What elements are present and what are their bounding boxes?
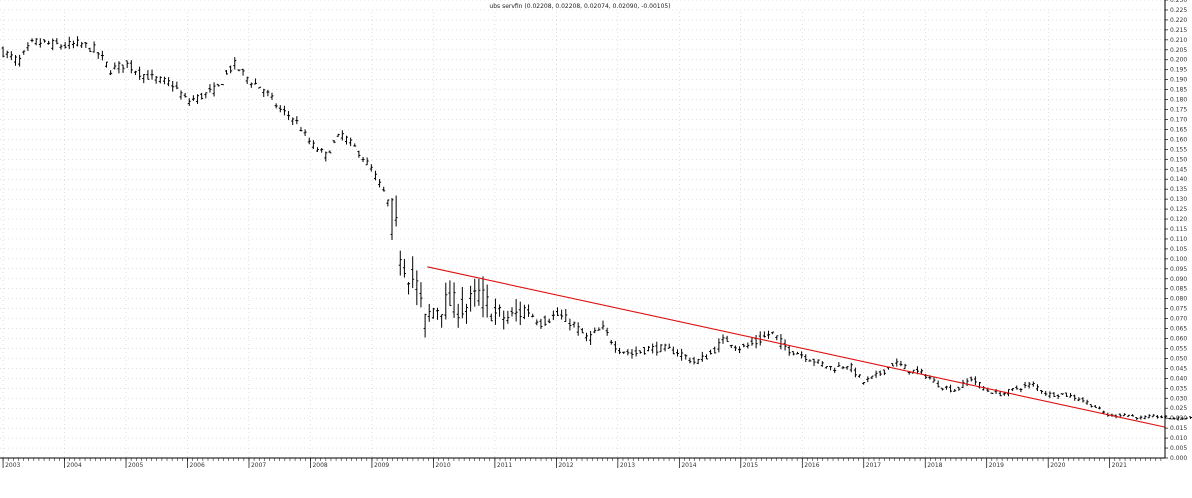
x-tick-label: 2021 (1112, 462, 1127, 469)
x-tick-label: 2006 (190, 462, 205, 469)
y-tick-label: 0.155 (1170, 146, 1187, 153)
y-axis: 0.000 0.005 0.010 0.015 0.020 0.025 0.030 0.035… (1164, 0, 1187, 462)
y-tick-label: 0.125 (1170, 206, 1187, 213)
y-tick-label: 0.000 (1170, 455, 1187, 462)
y-tick-label: 0.145 (1170, 166, 1187, 173)
y-tick-label: 0.195 (1170, 67, 1187, 74)
y-tick-label: 0.230 (1170, 0, 1187, 4)
x-tick-label: 2015 (743, 462, 758, 469)
y-tick-label: 0.005 (1170, 445, 1187, 452)
y-tick-label: 0.055 (1170, 345, 1187, 352)
x-tick-label: 2003 (5, 462, 20, 469)
y-tick-label: 0.065 (1170, 326, 1187, 333)
x-tick-label: 2012 (558, 462, 573, 469)
x-tick-label: 2011 (497, 462, 512, 469)
y-tick-label: 0.010 (1170, 435, 1187, 442)
y-tick-label: 0.205 (1170, 47, 1187, 54)
chart-title: ubs servfin (0.02208, 0.02208, 0.02074, … (489, 3, 670, 10)
y-tick-label: 0.070 (1170, 316, 1187, 323)
x-tick-label: 2008 (312, 462, 327, 469)
x-tick-label: 2009 (374, 462, 389, 469)
y-tick-label: 0.225 (1170, 7, 1187, 14)
y-tick-label: 0.020 (1170, 415, 1187, 422)
y-tick-label: 0.085 (1170, 286, 1187, 293)
y-tick-label: 0.090 (1170, 276, 1187, 283)
y-tick-label: 0.115 (1170, 226, 1187, 233)
y-tick-label: 0.190 (1170, 77, 1187, 84)
y-tick-label: 0.030 (1170, 395, 1187, 402)
y-tick-label: 0.110 (1170, 236, 1187, 243)
x-axis: 2003 2004 2005 2006 2007 2008 2009 2010 2011 2012… (0, 457, 1165, 469)
y-tick-label: 0.215 (1170, 27, 1187, 34)
y-tick-label: 0.050 (1170, 355, 1187, 362)
price-bars (1, 36, 1192, 421)
y-tick-label: 0.140 (1170, 176, 1187, 183)
x-tick-label: 2004 (67, 462, 82, 469)
x-tick-label: 2010 (435, 462, 450, 469)
y-tick-label: 0.025 (1170, 405, 1187, 412)
y-tick-label: 0.035 (1170, 385, 1187, 392)
y-tick-label: 0.165 (1170, 126, 1187, 133)
y-tick-label: 0.105 (1170, 246, 1187, 253)
y-tick-label: 0.150 (1170, 156, 1187, 163)
x-tick-label: 2005 (128, 462, 143, 469)
y-tick-label: 0.015 (1170, 425, 1187, 432)
y-tick-label: 0.130 (1170, 196, 1187, 203)
y-tick-label: 0.120 (1170, 216, 1187, 223)
y-tick-label: 0.180 (1170, 97, 1187, 104)
y-tick-label: 0.175 (1170, 107, 1187, 114)
x-tick-label: 2014 (681, 462, 696, 469)
trendline (427, 266, 1166, 428)
y-tick-label: 0.095 (1170, 266, 1187, 273)
x-tick-label: 2018 (927, 462, 942, 469)
x-tick-label: 2017 (866, 462, 881, 469)
x-tick-label: 2016 (804, 462, 819, 469)
y-tick-label: 0.100 (1170, 256, 1187, 263)
y-tick-label: 0.210 (1170, 37, 1187, 44)
y-tick-label: 0.160 (1170, 136, 1187, 143)
y-tick-label: 0.080 (1170, 296, 1187, 303)
x-tick-label: 2013 (620, 462, 635, 469)
y-tick-label: 0.060 (1170, 336, 1187, 343)
y-tick-label: 0.170 (1170, 116, 1187, 123)
y-tick-label: 0.075 (1170, 306, 1187, 313)
y-tick-label: 0.185 (1170, 87, 1187, 94)
x-tick-label: 2019 (989, 462, 1004, 469)
x-tick-label: 2020 (1050, 462, 1065, 469)
y-tick-label: 0.135 (1170, 186, 1187, 193)
y-tick-label: 0.045 (1170, 365, 1187, 372)
x-tick-label: 2007 (251, 462, 266, 469)
y-tick-label: 0.220 (1170, 17, 1187, 24)
y-tick-label: 0.200 (1170, 57, 1187, 64)
y-tick-label: 0.040 (1170, 375, 1187, 382)
